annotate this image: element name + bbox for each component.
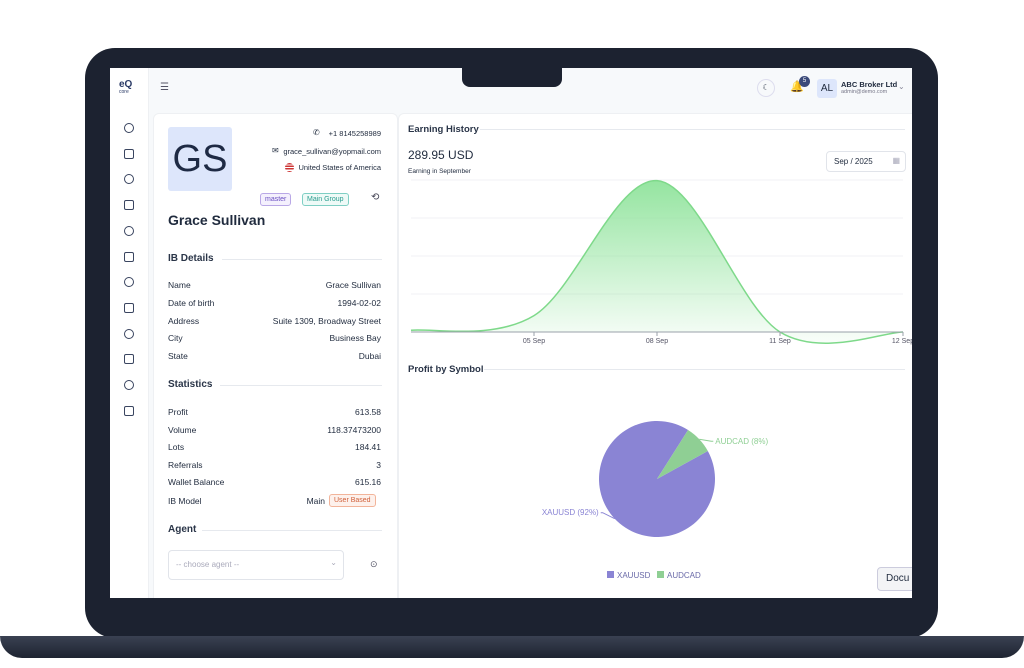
row-value: Suite 1309, Broadway Street <box>272 315 381 326</box>
rule <box>480 129 905 130</box>
period: Sep / 2025 <box>834 157 873 166</box>
logo-mark[interactable]: eQ <box>119 79 133 90</box>
screen: eQ core ☰ ☾ 🔔 5 AL ABC Broker Ltd admin@… <box>110 68 912 598</box>
earning-total: 289.95 USD <box>408 148 474 162</box>
chart-title: Earning History <box>408 124 479 135</box>
row-value: 613.58 <box>355 407 381 417</box>
profile-name: Grace Sullivan <box>168 212 266 228</box>
charts: 05 Sep 08 Sep 11 Sep 12 Sep XAUUSD (92%) XAUU… <box>410 179 912 580</box>
row-value: 3 <box>376 459 381 470</box>
user-email: admin@demo.com <box>841 89 888 95</box>
email-icon: ✉ <box>272 146 279 155</box>
earning-caption: Earning in September <box>408 168 471 175</box>
nav-icon[interactable] <box>124 380 134 390</box>
menu-toggle[interactable]: ☰ <box>160 82 169 93</box>
rule <box>220 385 382 386</box>
row-value: Business Bay <box>329 333 382 344</box>
row-value: 1994-02-02 <box>337 297 381 308</box>
row-label: Volume <box>168 424 197 435</box>
calendar-icon: ▦ <box>892 156 900 165</box>
section-title: Agent <box>168 524 197 535</box>
phone-icon: ✆ <box>313 128 320 137</box>
rule <box>202 530 382 531</box>
row-value: 184.41 <box>355 442 381 453</box>
period-picker[interactable]: Sep / 2025 ▦ <box>826 151 906 172</box>
nav-icon[interactable] <box>124 405 134 416</box>
slice-label: XAUUSD (92%) <box>542 508 599 517</box>
select-chevron: ⌄ <box>330 558 337 567</box>
refresh[interactable]: ⟲ <box>371 192 380 203</box>
nav-icon[interactable] <box>124 225 134 236</box>
company: ABC Broker Ltd <box>841 80 898 89</box>
leader-line <box>699 438 714 442</box>
row-value: Main <box>306 496 325 506</box>
user-avatar[interactable]: AL <box>817 79 837 98</box>
phone: +1 8145258989 <box>328 129 381 138</box>
row-label: Referrals <box>168 459 203 470</box>
nav-icon[interactable] <box>124 277 134 288</box>
nav-icon[interactable] <box>124 328 134 339</box>
row-label: Date of birth <box>168 297 215 308</box>
agent-select[interactable]: -- choose agent -- ⌄ <box>168 550 344 580</box>
country: United States of America <box>298 163 381 172</box>
row-label: Wallet Balance <box>168 477 225 488</box>
badge: User Based <box>329 494 376 507</box>
logo-word: core <box>119 89 129 95</box>
leader-line <box>600 512 615 520</box>
row-label: City <box>168 333 183 344</box>
nav-icon[interactable] <box>124 200 134 211</box>
nav-icon[interactable] <box>124 251 134 262</box>
flag <box>285 163 294 172</box>
nav-icon[interactable] <box>124 174 134 185</box>
nav-icon[interactable] <box>124 354 134 365</box>
laptop-base <box>0 636 1024 658</box>
email: grace_sullivan@yopmail.com <box>283 147 381 156</box>
profile-initials: GS <box>168 127 232 191</box>
pie-slice <box>599 421 716 538</box>
row-value: Grace Sullivan <box>325 280 381 290</box>
x-tick-label: 12 Sep <box>892 338 912 345</box>
nav-icon[interactable] <box>124 148 134 159</box>
area <box>411 180 903 344</box>
tag: master <box>260 193 292 206</box>
section-title: Statistics <box>168 379 213 390</box>
camera-notch <box>462 68 562 87</box>
row-label: Address <box>168 315 200 326</box>
user-menu-chevron[interactable]: ⌄ <box>898 82 905 91</box>
select-placeholder: -- choose agent -- <box>176 560 240 569</box>
docs-button[interactable]: Docu <box>877 567 912 591</box>
nav-icon[interactable] <box>124 123 134 133</box>
row-value: Dubai <box>358 351 381 362</box>
legend-swatch <box>657 571 664 578</box>
row-value: 615.16 <box>355 477 381 488</box>
rule <box>222 259 382 260</box>
legend-swatch <box>607 571 614 578</box>
row-label: IB Model <box>168 496 202 506</box>
confirm-agent[interactable]: ⊙ <box>370 559 378 569</box>
sidebar: eQ core <box>110 68 149 598</box>
row-label: State <box>168 351 188 362</box>
x-tick-label: 05 Sep <box>523 338 545 345</box>
notification-badge: 5 <box>799 76 810 87</box>
row-label: Profit <box>168 407 188 417</box>
line <box>410 179 904 344</box>
chart-title: Profit by Symbol <box>408 364 484 375</box>
legend-label: XAUUSD <box>617 571 651 580</box>
nav-icon[interactable] <box>124 302 134 313</box>
tag[interactable]: Main Group <box>302 193 349 206</box>
rule <box>484 369 905 370</box>
pie-slice <box>657 430 708 479</box>
slice-label: AUDCAD (8%) <box>715 437 768 446</box>
x-tick-label: 11 Sep <box>769 338 791 345</box>
theme-toggle[interactable]: ☾ <box>757 79 775 97</box>
legend-label: AUDCAD <box>667 571 701 580</box>
section-title: IB Details <box>168 253 214 264</box>
x-tick-label: 08 Sep <box>646 338 668 345</box>
row-value: 118.37473200 <box>327 424 381 435</box>
row-label: Lots <box>168 442 185 453</box>
row-label: Name <box>168 280 191 290</box>
